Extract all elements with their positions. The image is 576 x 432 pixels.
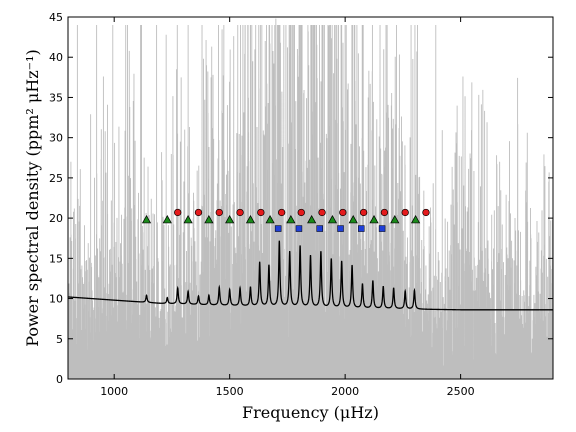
triangle-marker bbox=[141, 214, 152, 224]
triangle-marker bbox=[390, 214, 400, 224]
triangle-marker bbox=[348, 214, 358, 224]
triangle-marker bbox=[327, 214, 338, 224]
y-axis-ticks: 0 5 10 15 20 25 30 35 40 45 bbox=[49, 11, 553, 386]
x-axis-label: Frequency (μHz) bbox=[242, 403, 379, 422]
square-marker bbox=[274, 225, 282, 232]
triangle-marker bbox=[245, 214, 256, 224]
plot-frame bbox=[67, 16, 554, 380]
y-tick-label: 35 bbox=[49, 91, 63, 104]
triangle-marker bbox=[162, 214, 172, 224]
x-axis-ticks: 1000 1500 2000 2500 bbox=[100, 17, 475, 398]
x-tick-label: 1500 bbox=[216, 385, 244, 398]
x-tick-label: 1000 bbox=[100, 385, 128, 398]
circle-marker bbox=[194, 208, 203, 217]
square-marker bbox=[378, 225, 386, 232]
circle-marker bbox=[380, 208, 389, 217]
fitted-model-line bbox=[68, 240, 553, 311]
circle-marker bbox=[359, 208, 368, 217]
y-tick-label: 40 bbox=[49, 51, 63, 64]
mode-markers bbox=[141, 208, 430, 232]
circle-marker bbox=[318, 208, 326, 217]
square-marker bbox=[295, 225, 303, 232]
y-tick-label: 20 bbox=[49, 212, 63, 225]
triangle-marker bbox=[410, 214, 421, 224]
y-tick-label: 5 bbox=[56, 333, 63, 346]
square-marker bbox=[316, 225, 323, 232]
triangle-marker bbox=[204, 214, 214, 224]
triangle-marker bbox=[286, 214, 296, 224]
y-tick-label: 30 bbox=[49, 132, 63, 145]
y-axis-label: Power spectral density (ppm² μHz⁻¹) bbox=[23, 49, 42, 347]
circle-marker bbox=[401, 208, 409, 217]
triangle-marker bbox=[307, 214, 317, 224]
circle-marker bbox=[297, 208, 305, 217]
x-tick-label: 2500 bbox=[447, 385, 475, 398]
circle-marker bbox=[339, 208, 347, 217]
circle-marker bbox=[236, 208, 244, 217]
y-tick-label: 10 bbox=[49, 293, 63, 306]
square-marker bbox=[358, 225, 365, 232]
square-marker bbox=[337, 225, 344, 232]
circle-marker bbox=[422, 208, 430, 217]
x-tick-label: 2000 bbox=[331, 385, 359, 398]
y-tick-label: 25 bbox=[49, 172, 63, 185]
y-tick-label: 15 bbox=[49, 252, 63, 265]
triangle-marker bbox=[225, 214, 235, 224]
triangle-marker bbox=[265, 214, 275, 224]
raw-power-spectrum-series bbox=[68, 18, 553, 379]
circle-marker bbox=[174, 208, 182, 217]
circle-marker bbox=[257, 208, 265, 217]
triangle-marker bbox=[369, 214, 379, 224]
circle-marker bbox=[215, 208, 223, 217]
plot-area bbox=[68, 18, 553, 379]
triangle-marker bbox=[183, 214, 193, 224]
y-tick-label: 0 bbox=[56, 373, 63, 386]
y-tick-label: 45 bbox=[49, 11, 63, 24]
circle-marker bbox=[277, 208, 286, 217]
